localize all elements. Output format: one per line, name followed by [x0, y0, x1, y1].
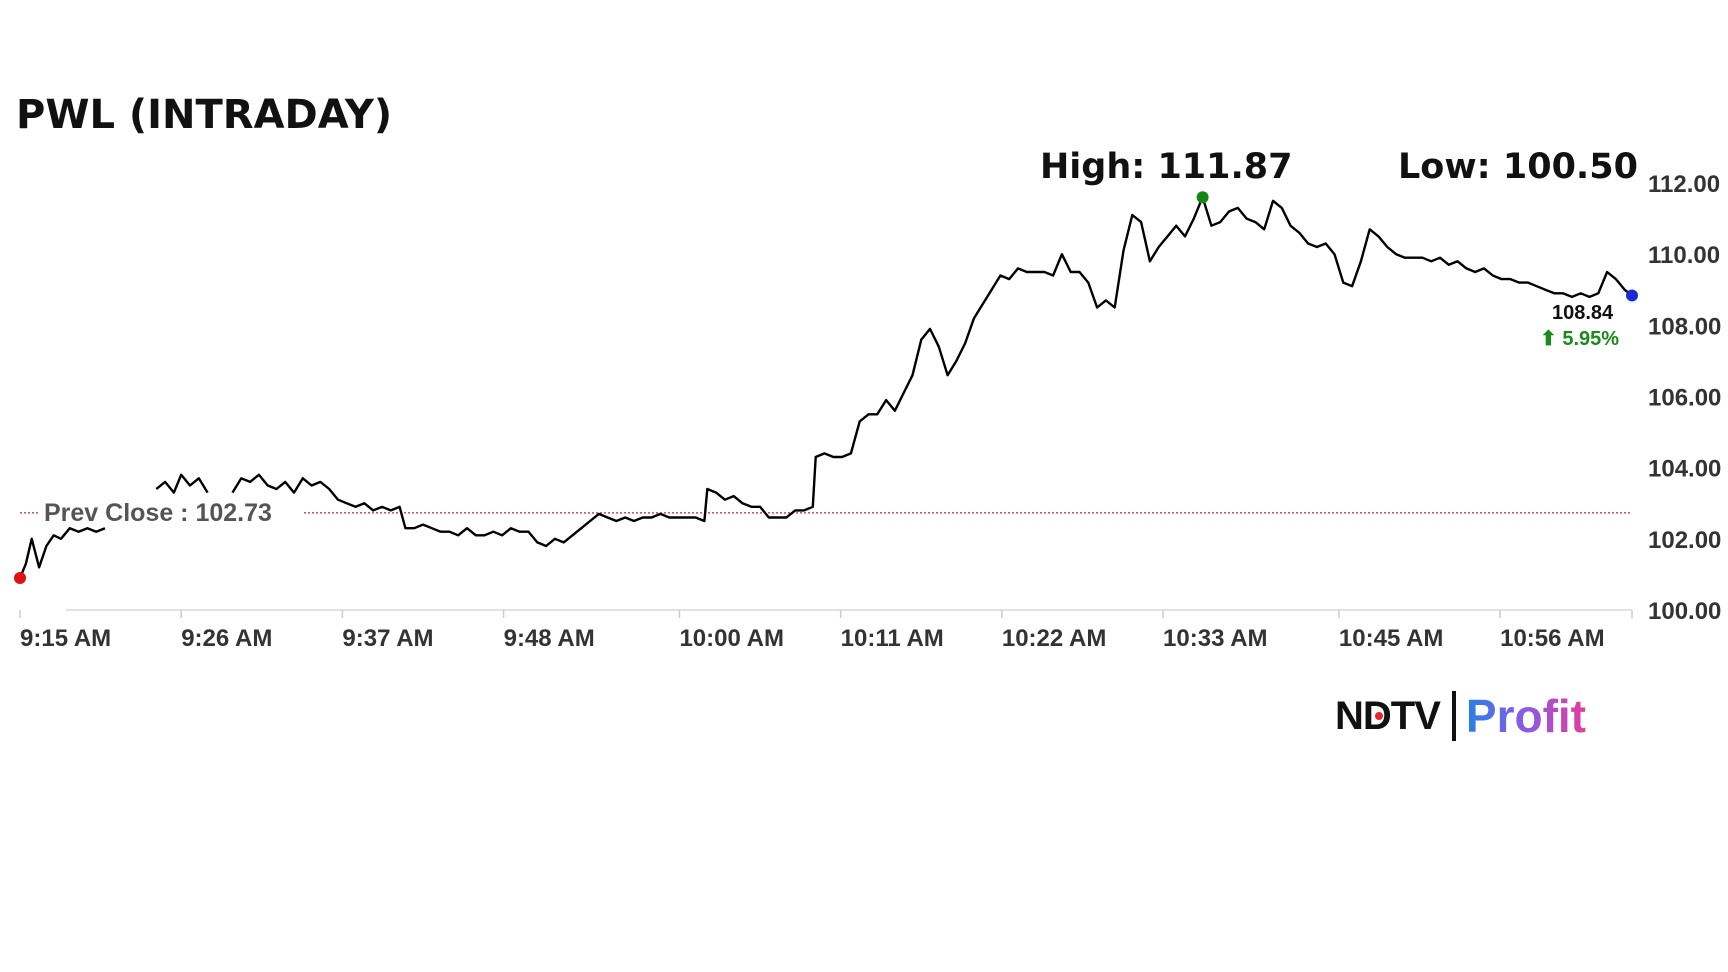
y-tick-label: 106.00 — [1648, 385, 1721, 412]
y-tick-label: 102.00 — [1648, 527, 1721, 554]
price-line — [155, 473, 209, 494]
logo-red-dot-icon — [1375, 712, 1383, 720]
x-tick-label: 9:48 AM — [504, 625, 595, 652]
logo-ndtv-text: NDTV — [1335, 693, 1441, 738]
x-tick-label: 10:45 AM — [1339, 625, 1443, 652]
logo-divider — [1451, 691, 1456, 741]
chart-title: PWL (INTRADAY) — [16, 92, 393, 138]
prev-close-label-bg — [40, 492, 302, 527]
logo-profit-text: Profit — [1465, 690, 1586, 742]
price-line — [231, 196, 1633, 548]
y-tick-label: 112.00 — [1648, 171, 1720, 198]
x-tick-label: 10:56 AM — [1500, 625, 1604, 652]
start-marker — [14, 571, 26, 584]
high-marker — [1196, 191, 1209, 204]
change-percent-label: ⬆ 5.95% — [1540, 328, 1620, 350]
prev-close-label: Prev Close : 102.73 — [44, 499, 272, 527]
low-label: Low: 100.50 — [1398, 147, 1638, 187]
x-tick-label: 9:26 AM — [181, 625, 272, 652]
x-tick-label: 10:11 AM — [841, 625, 944, 652]
y-tick-label: 104.00 — [1648, 456, 1721, 483]
high-label: High: 111.87 — [1040, 147, 1293, 187]
y-tick-label: 100.00 — [1648, 598, 1721, 625]
x-tick-label: 9:37 AM — [342, 625, 433, 652]
y-tick-label: 110.00 — [1648, 242, 1720, 269]
x-tick-label: 10:22 AM — [1002, 625, 1106, 652]
price-line — [18, 527, 106, 579]
last-price-label: 108.84 — [1552, 302, 1614, 324]
last-marker — [1626, 289, 1638, 302]
x-tick-label: 10:00 AM — [679, 625, 783, 652]
y-tick-label: 108.00 — [1648, 313, 1721, 340]
x-tick-label: 10:33 AM — [1163, 625, 1267, 652]
x-tick-label: 9:15 AM — [20, 625, 111, 652]
ndtv-profit-logo: NDTV Profit — [1335, 690, 1586, 742]
